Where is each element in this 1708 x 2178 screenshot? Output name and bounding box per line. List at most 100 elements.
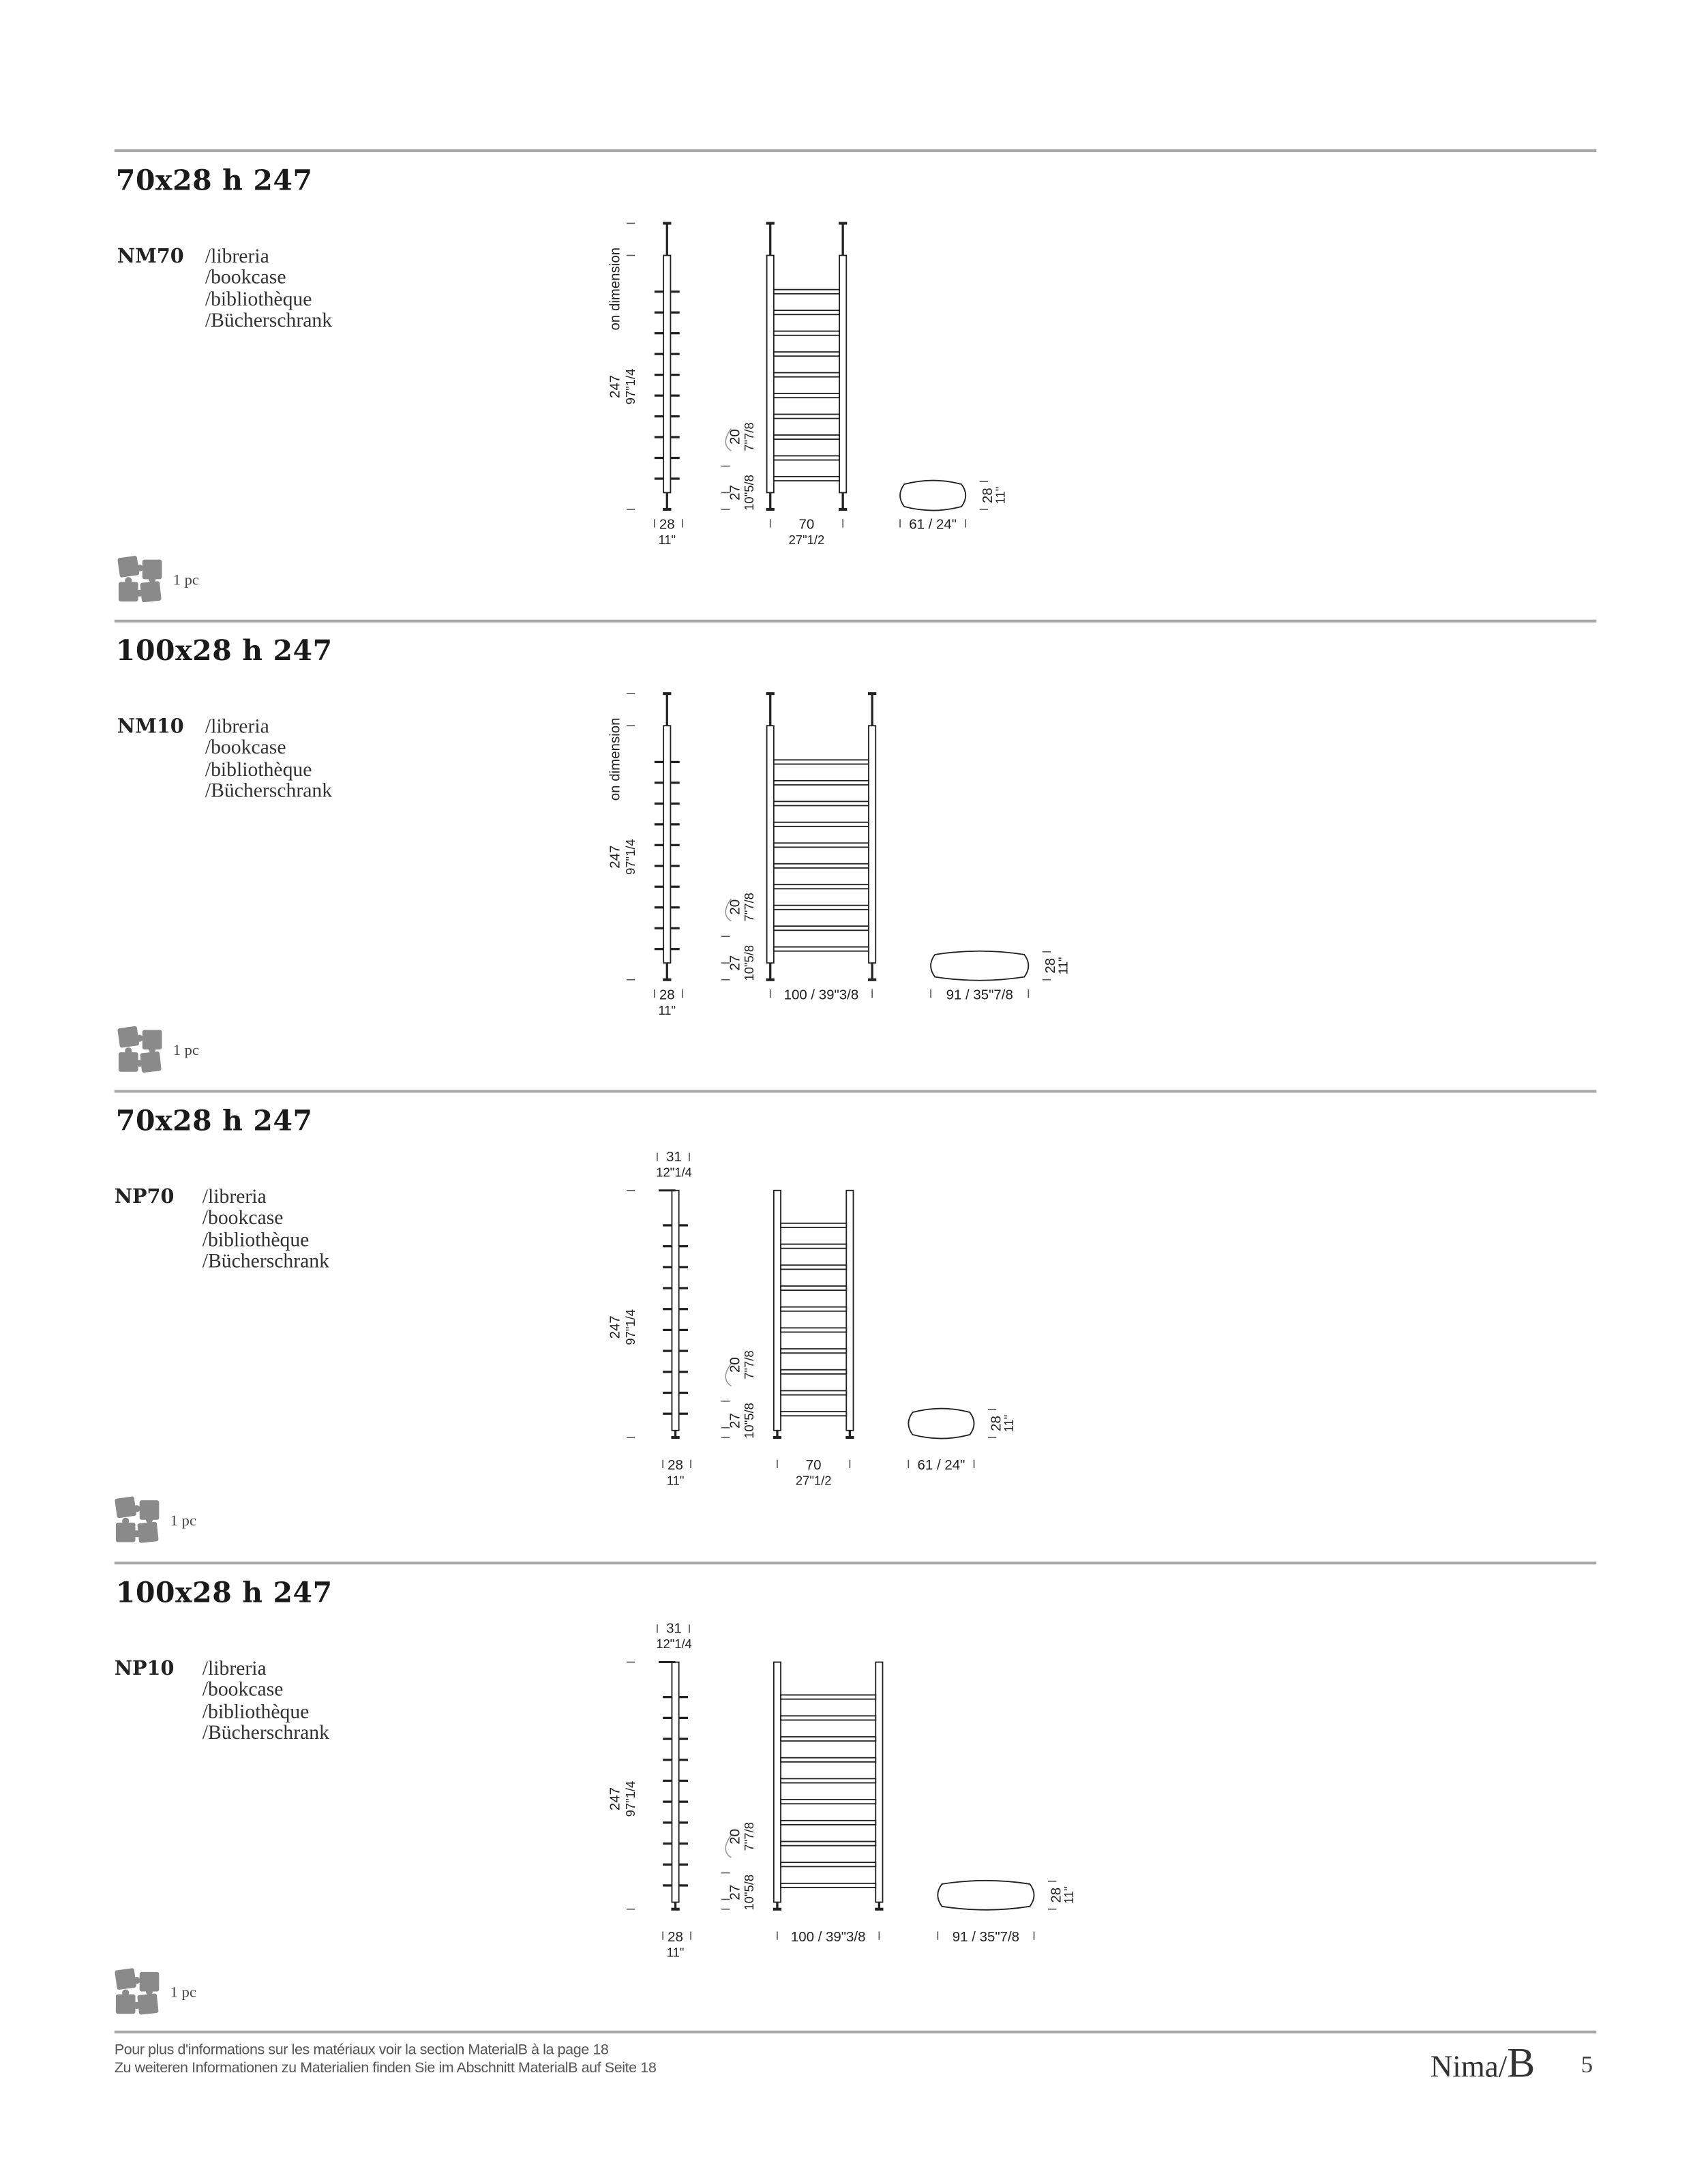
puzzle-piece [140, 1051, 162, 1073]
product-description: /libreria/bookcase/bibliothèque/Büchersc… [202, 1186, 329, 1274]
top-width: 61 / 24" [909, 517, 957, 533]
pieces-label: 1 pc [173, 1042, 199, 1060]
puzzle-knob [148, 576, 156, 583]
puzzle-knob [145, 1988, 153, 1995]
top-width: 91 / 35"7/8 [953, 1929, 1019, 1945]
puzzle-knob [122, 1517, 130, 1525]
front-shelf [773, 475, 840, 481]
front-shelf [773, 904, 869, 910]
base-height-cm: 27 [728, 1413, 743, 1429]
front-shelf [773, 372, 840, 378]
puzzle-pieces-icon [115, 1496, 160, 1543]
description-1: /bookcase [205, 267, 286, 290]
puzzle-knob [125, 1047, 132, 1055]
front-shelf [780, 1306, 848, 1312]
puzzle-knob [136, 564, 143, 572]
pieces-count: 1 pc [115, 1496, 196, 1547]
front-shelf [773, 801, 869, 807]
base-height-cm: 27 [728, 955, 743, 971]
section-title: 70x28 h 247 [115, 163, 313, 197]
puzzle-pieces-icon [117, 556, 162, 603]
description-2: /bibliothèque [202, 1701, 310, 1724]
top-depth-in: 11" [1056, 957, 1070, 974]
description-0: /libreria [202, 1186, 267, 1209]
puzzle-knob [133, 2001, 140, 2010]
product-code: NP70 [114, 1186, 175, 1209]
front-shelf [773, 288, 840, 295]
puzzle-pieces-icon [115, 1968, 160, 2015]
shelf-gap-in: 7"7/8 [742, 1822, 756, 1851]
product-description: /libreria/bookcase/bibliothèque/Büchersc… [205, 245, 332, 333]
height-in: 97"1/4 [623, 369, 638, 405]
page-number: 5 [1580, 2051, 1593, 2078]
puzzle-piece [117, 1026, 140, 1048]
section-title: 100x28 h 247 [115, 633, 333, 668]
product-description: /libreria/bookcase/bibliothèque/Büchersc… [205, 716, 333, 803]
section-title: 100x28 h 247 [115, 1575, 333, 1609]
shelf-adjust-arrow-icon [725, 1363, 732, 1386]
depth-cm: 28 [668, 1929, 683, 1945]
shelf-gap-cm: 20 [728, 1829, 743, 1845]
depth-in: 11" [658, 1003, 676, 1017]
front-shelf [773, 455, 840, 461]
puzzle-piece [115, 1968, 136, 1990]
depth-cm: 28 [659, 517, 675, 533]
description-3: /Bücherschrank [205, 780, 333, 803]
front-shelf [780, 1694, 877, 1700]
puzzle-knob [145, 1516, 153, 1523]
front-shelf [773, 821, 869, 827]
puzzle-pieces-icon [117, 1026, 162, 1073]
front-shelf [773, 351, 840, 357]
top-depth-in: 11" [993, 487, 1008, 505]
description-0: /libreria [205, 245, 269, 268]
front-shelf [773, 310, 840, 316]
base-height-in: 10"5/8 [742, 1875, 756, 1911]
front-shelf [780, 1882, 877, 1888]
front-shelf [780, 1222, 848, 1228]
width-cm: 100 / 39"3/8 [791, 1929, 866, 1945]
depth-cm: 28 [668, 1457, 683, 1473]
base-height-in: 10"5/8 [742, 1403, 756, 1439]
depth-in: 11" [667, 1474, 685, 1488]
top-width: 61 / 24" [918, 1457, 965, 1473]
puzzle-piece [142, 1030, 162, 1050]
front-shelf [773, 884, 869, 890]
section-divider [114, 619, 1597, 623]
side-upright [671, 1661, 680, 1903]
wall-depth-cm: 31 [666, 1621, 682, 1637]
puzzle-piece [137, 1993, 159, 2015]
front-shelf [773, 759, 869, 765]
puzzle-piece [140, 581, 162, 603]
shelf-top-outline [908, 1407, 975, 1439]
depth-cm: 28 [659, 987, 675, 1002]
footer-note: Pour plus d'informations sur les matéria… [115, 2042, 657, 2076]
front-shelf [780, 1715, 877, 1721]
front-shelf [773, 393, 840, 399]
front-shelf [780, 1327, 848, 1333]
shelf-adjust-arrow-icon [725, 1834, 732, 1858]
pieces-count: 1 pc [117, 556, 199, 606]
puzzle-knob [125, 577, 132, 584]
shelf-gap-cm: 20 [728, 429, 743, 445]
description-3: /Bücherschrank [202, 1722, 329, 1745]
height-cm: 247 [608, 846, 623, 869]
puzzle-knob [136, 1034, 143, 1042]
front-shelf [780, 1736, 877, 1742]
description-1: /bookcase [205, 737, 286, 760]
footer-note-fr: Pour plus d'informations sur les matéria… [114, 2042, 609, 2059]
top-depth-cm: 28 [1043, 958, 1058, 974]
height-cm: 247 [608, 1315, 623, 1339]
shelf-adjust-arrow-icon [725, 898, 732, 922]
description-0: /libreria [202, 1658, 267, 1681]
on-dimension-label: on dimension [608, 718, 623, 801]
